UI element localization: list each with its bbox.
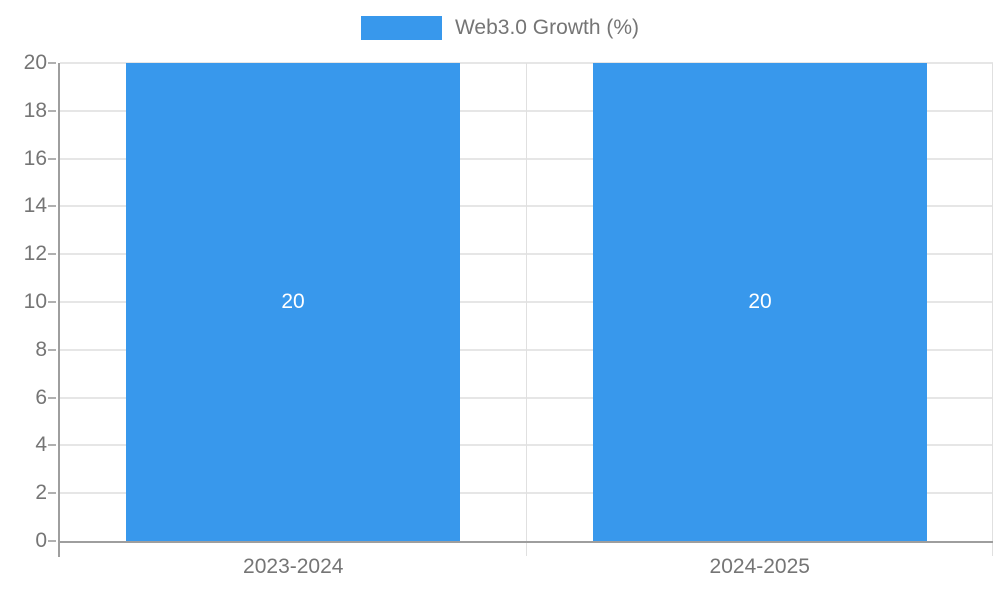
- y-axis-tick: [48, 396, 56, 399]
- y-axis-tick: [48, 205, 56, 208]
- y-gridline: [60, 157, 993, 160]
- bar[interactable]: 20: [593, 63, 927, 541]
- y-axis-tick: [48, 157, 56, 160]
- y-axis-label: 18: [23, 98, 47, 122]
- bar-value-label: 20: [281, 290, 305, 313]
- chart-legend: Web3.0 Growth (%): [0, 16, 1000, 40]
- y-axis-label: 20: [23, 51, 47, 74]
- y-axis-tick: [48, 444, 56, 447]
- plot-right-border: [992, 63, 993, 556]
- legend-item[interactable]: Web3.0 Growth (%): [360, 16, 639, 40]
- y-gridline: [60, 62, 993, 64]
- x-axis-label: 2023-2024: [243, 555, 344, 578]
- y-axis-tick: [48, 62, 56, 64]
- y-gridline: [60, 109, 993, 112]
- y-axis-tick: [48, 301, 56, 303]
- bar[interactable]: 20: [126, 63, 460, 541]
- y-axis-label: 12: [23, 242, 47, 266]
- bar-value-label: 20: [748, 290, 772, 313]
- y-axis-tick: [48, 492, 56, 495]
- y-gridline: [60, 301, 993, 303]
- y-axis-tick: [48, 348, 56, 351]
- y-axis-tick: [48, 109, 56, 112]
- y-gridline: [60, 396, 993, 399]
- y-axis-label: 16: [23, 146, 47, 170]
- y-gridline: [60, 444, 993, 447]
- y-axis-label: 14: [23, 194, 47, 218]
- y-axis-label: 8: [35, 337, 47, 361]
- category-separator: [525, 63, 527, 556]
- y-axis-tick: [48, 253, 56, 256]
- y-gridline: [60, 348, 993, 351]
- y-axis-line: [58, 63, 60, 557]
- x-axis-line: [58, 541, 993, 543]
- x-axis-label: 2024-2025: [709, 555, 810, 578]
- y-axis-label: 0: [35, 529, 47, 552]
- y-axis-tick: [48, 540, 56, 542]
- y-gridline: [60, 253, 993, 256]
- y-axis-label: 4: [35, 433, 47, 457]
- y-gridline: [60, 205, 993, 208]
- y-axis-label: 6: [35, 385, 47, 409]
- legend-color-swatch: [360, 16, 442, 40]
- legend-label: Web3.0 Growth (%): [454, 16, 639, 39]
- plot-area: 0 2 4 6 8 10 12 14 16 18 20 20 2023-2024 20 2024-2025: [24, 51, 993, 578]
- y-gridline: [60, 492, 993, 495]
- y-axis-label: 10: [23, 290, 47, 313]
- y-axis-label: 2: [35, 481, 47, 505]
